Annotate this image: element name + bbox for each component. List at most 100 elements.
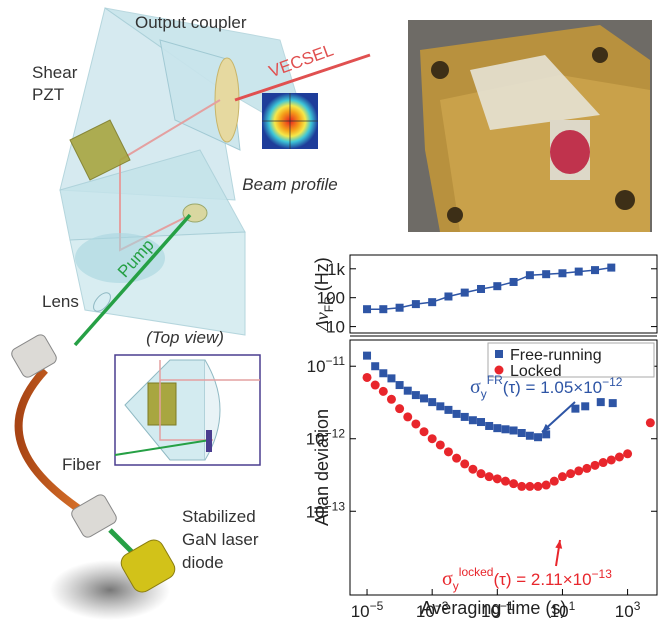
annotation-arrowhead	[555, 540, 562, 549]
data-point	[526, 271, 534, 279]
data-point	[615, 453, 624, 462]
data-line	[367, 268, 611, 310]
data-point	[403, 412, 412, 421]
data-point	[379, 305, 387, 313]
photo	[408, 20, 652, 232]
data-point	[558, 472, 567, 481]
data-point	[411, 419, 420, 428]
data-point	[574, 466, 583, 475]
data-point	[501, 425, 509, 433]
data-point	[452, 454, 461, 463]
annotation-sup: locked	[459, 565, 494, 579]
data-point	[453, 410, 461, 418]
tick-exponent: −11	[326, 354, 346, 368]
data-point	[534, 482, 543, 491]
annotation-text: (τ) = 1.05×10	[503, 378, 602, 397]
data-point	[428, 434, 437, 443]
data-point	[485, 472, 494, 481]
data-point	[420, 394, 428, 402]
data-point	[477, 469, 486, 478]
annotation-sub: y	[481, 387, 487, 401]
data-point	[526, 432, 534, 440]
label: Stabilized	[182, 507, 256, 526]
data-point	[575, 268, 583, 276]
data-point	[571, 405, 579, 413]
data-point	[436, 440, 445, 449]
data-point	[534, 433, 542, 441]
data-point	[412, 391, 420, 399]
data-point	[404, 387, 412, 395]
data-point	[444, 406, 452, 414]
label: Fiber	[62, 455, 101, 474]
data-point	[581, 402, 589, 410]
data-point	[591, 461, 600, 470]
label: Output coupler	[135, 13, 247, 32]
data-point	[493, 282, 501, 290]
x-tick-label: 103	[615, 599, 641, 620]
data-point	[623, 449, 632, 458]
y-axis-label-part: Δν	[312, 312, 332, 332]
y-axis-label-part: (Hz)	[312, 257, 332, 296]
data-point	[444, 447, 453, 456]
data-point	[510, 426, 518, 434]
data-point	[412, 300, 420, 308]
data-point	[363, 373, 372, 382]
figure: Output coupler VECSEL Shear PZT Beam pro…	[0, 0, 661, 620]
data-point	[525, 482, 534, 491]
data-point	[469, 416, 477, 424]
tick-base: 10	[615, 602, 634, 620]
data-point	[387, 374, 395, 382]
annotation-sup: FR	[487, 373, 503, 387]
data-point	[461, 289, 469, 297]
annotation-text: (τ) = 2.11×10	[493, 570, 591, 589]
data-point	[460, 459, 469, 468]
data-point	[582, 464, 591, 473]
label: Lens	[42, 292, 79, 311]
data-point	[379, 387, 388, 396]
data-point	[518, 429, 526, 437]
label: (Top view)	[146, 328, 224, 347]
data-point	[591, 266, 599, 274]
data-point	[566, 469, 575, 478]
label: PZT	[32, 85, 64, 104]
data-point	[428, 398, 436, 406]
data-point	[363, 352, 371, 360]
x-tick-label: 10−5	[351, 599, 384, 620]
y-tick-label: 10−11	[307, 354, 346, 376]
legend-label: Free-running	[510, 347, 602, 364]
data-point	[363, 305, 371, 313]
label: Beam profile	[242, 175, 337, 194]
data-point	[493, 424, 501, 432]
legend-marker	[495, 350, 503, 358]
x-axis-label: Averaging time (s)	[421, 598, 567, 618]
data-point	[510, 278, 518, 286]
data-point	[371, 381, 380, 390]
data-point	[436, 402, 444, 410]
data-point	[485, 422, 493, 430]
annotation-symbol: σ	[442, 568, 453, 590]
tick-base: 10	[351, 602, 370, 620]
data-point	[396, 381, 404, 389]
data-point	[501, 477, 510, 486]
annotation-sub: y	[453, 579, 459, 593]
data-point	[444, 292, 452, 300]
data-point	[379, 369, 387, 377]
y-axis-label-sub: FR	[322, 296, 336, 312]
tick-exponent: −5	[370, 599, 384, 613]
data-point	[428, 298, 436, 306]
data-point	[597, 398, 605, 406]
data-point	[387, 395, 396, 404]
data-point	[420, 427, 429, 436]
data-point	[396, 304, 404, 312]
label: GaN laser	[182, 530, 259, 549]
data-point	[607, 455, 616, 464]
tick-exponent: 1	[569, 599, 576, 613]
annotation-exp: −13	[592, 567, 613, 581]
data-point	[461, 413, 469, 421]
data-point	[607, 264, 615, 272]
data-point	[542, 481, 551, 490]
data-point	[609, 399, 617, 407]
data-point	[493, 474, 502, 483]
tick-base: 10	[307, 357, 326, 376]
data-point	[646, 418, 655, 427]
